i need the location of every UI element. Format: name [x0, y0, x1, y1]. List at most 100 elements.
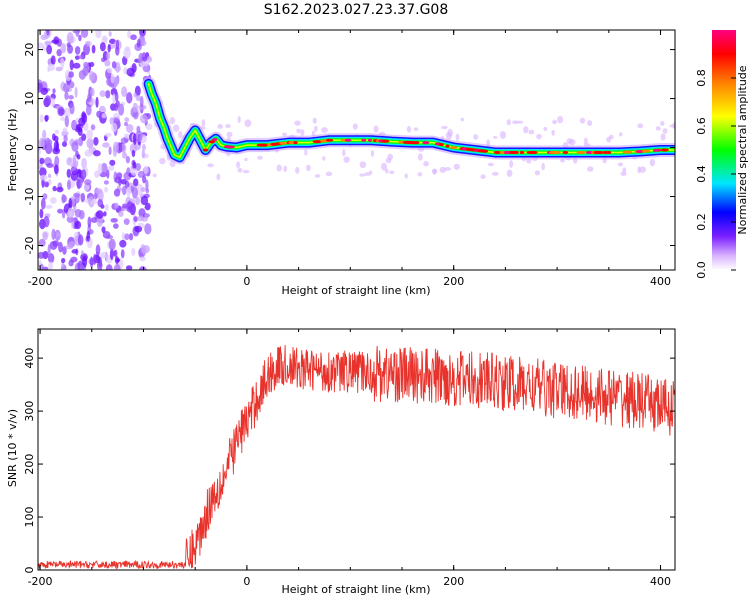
- noise-blob: [131, 247, 136, 256]
- noise-blob: [101, 113, 107, 119]
- noise-blob: [39, 157, 45, 165]
- noise-blob: [78, 54, 85, 60]
- noise-blob: [132, 102, 138, 113]
- noise-blob: [85, 104, 92, 116]
- noise-blob: [423, 161, 429, 167]
- noise-blob: [118, 210, 124, 217]
- colorbar-tick-label: 0.6: [695, 117, 708, 135]
- noise-blob: [404, 173, 408, 179]
- noise-blob: [52, 185, 57, 192]
- noise-blob: [97, 189, 104, 202]
- noise-blob: [78, 117, 86, 127]
- noise-blob: [144, 213, 150, 219]
- noise-blob: [140, 40, 147, 47]
- noise-blob: [314, 125, 318, 132]
- noise-blob: [82, 66, 89, 77]
- ridge-peak: [381, 139, 390, 143]
- colorbar-ticks: 0.0 0.2 0.4 0.6 0.8: [695, 69, 736, 279]
- y-tick-label: 0: [23, 144, 36, 151]
- noise-blob: [54, 129, 60, 134]
- noise-blob: [551, 129, 555, 136]
- noise-blob: [89, 256, 94, 269]
- noise-blob: [110, 217, 118, 223]
- noise-blob: [138, 266, 147, 270]
- noise-blob: [50, 55, 56, 65]
- noise-blob: [417, 153, 423, 161]
- noise-blob: [141, 149, 146, 159]
- noise-blob: [113, 223, 119, 229]
- noise-blob: [104, 186, 109, 193]
- noise-blob: [312, 117, 317, 124]
- noise-blob: [66, 168, 72, 178]
- noise-blob: [108, 238, 116, 251]
- noise-blob: [99, 251, 108, 259]
- noise-blob: [152, 173, 157, 178]
- noise-blob: [169, 117, 176, 125]
- noise-blob: [120, 137, 128, 144]
- noise-blob: [132, 161, 137, 171]
- noise-blob: [649, 158, 656, 167]
- noise-blob: [506, 119, 511, 126]
- y-tick-label: 10: [23, 92, 36, 106]
- noise-blob: [90, 217, 99, 223]
- noise-blob: [51, 39, 59, 44]
- spectrogram-panel: -200 0 200 400 20 10 0 -10 -20 Height of straigh…: [6, 29, 676, 297]
- noise-blob: [106, 67, 113, 74]
- noise-blob: [46, 139, 53, 146]
- x-tick-label: 200: [443, 575, 464, 588]
- noise-blob: [534, 170, 541, 176]
- noise-blob: [216, 173, 221, 181]
- noise-blob: [123, 218, 130, 226]
- noise-blob: [660, 133, 666, 141]
- noise-blob: [61, 141, 68, 148]
- noise-blob: [60, 258, 66, 264]
- noise-blob: [109, 159, 116, 166]
- ridge-peak: [344, 138, 352, 142]
- ridge-peak: [212, 138, 218, 142]
- noise-blob: [66, 157, 73, 166]
- noise-blob: [128, 232, 134, 241]
- noise-blob: [82, 255, 88, 268]
- noise-blob: [103, 36, 108, 43]
- noise-blob: [54, 155, 60, 167]
- noise-blob: [58, 241, 63, 253]
- noise-blob: [80, 169, 87, 180]
- noise-blob: [413, 127, 419, 132]
- noise-blob: [385, 157, 392, 164]
- noise-blob: [140, 187, 146, 192]
- noise-blob: [97, 163, 103, 175]
- ridge-peak: [422, 141, 430, 145]
- noise-blob: [138, 52, 144, 63]
- noise-blob: [242, 169, 250, 174]
- noise-blob: [104, 204, 109, 211]
- noise-blob: [370, 150, 375, 158]
- noise-blob: [447, 128, 453, 137]
- noise-blob: [113, 117, 118, 123]
- noise-blob: [95, 30, 102, 39]
- noise-blob: [104, 59, 111, 67]
- noise-blob: [85, 40, 91, 47]
- noise-blob: [71, 249, 78, 254]
- noise-blob: [112, 250, 117, 257]
- noise-blob: [93, 150, 101, 157]
- noise-blob: [560, 158, 565, 163]
- noise-blob: [66, 42, 71, 48]
- noise-blob: [43, 216, 50, 228]
- noise-blob: [129, 143, 138, 154]
- noise-blob: [108, 146, 112, 155]
- noise-blob: [47, 244, 51, 257]
- noise-blob: [131, 186, 138, 199]
- noise-blob: [431, 168, 438, 174]
- noise-blob: [63, 134, 68, 143]
- x-tick-label: 200: [443, 275, 464, 288]
- noise-blob: [39, 263, 44, 270]
- noise-blob: [38, 251, 45, 259]
- noise-blob: [135, 196, 140, 206]
- noise-blob: [142, 144, 146, 151]
- noise-blob: [99, 90, 106, 97]
- noise-blob: [655, 126, 661, 131]
- ridge-peak: [367, 138, 372, 142]
- noise-blob: [541, 162, 546, 171]
- ridge-peak: [260, 143, 269, 147]
- noise-blob: [133, 216, 138, 222]
